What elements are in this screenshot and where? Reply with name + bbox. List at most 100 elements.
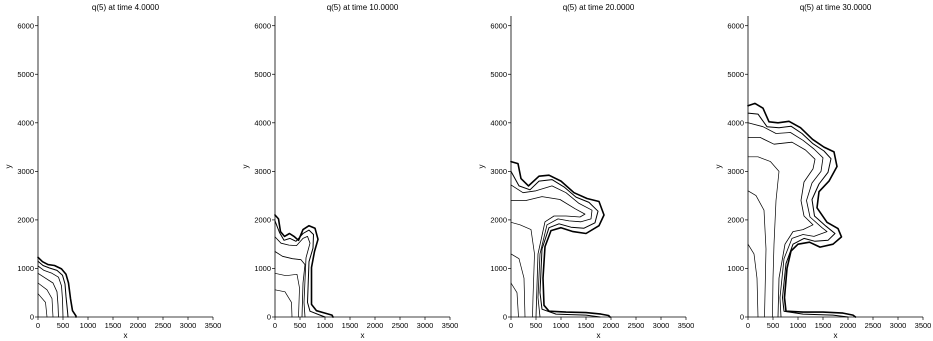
x-tick-label: 1000 (790, 321, 807, 330)
y-tick-label: 5000 (490, 70, 507, 79)
contour-line-inner2 (274, 251, 306, 318)
y-tick-label: 2000 (490, 216, 507, 225)
x-tick-label: 0 (36, 321, 40, 330)
contour-line-inner3 (274, 272, 300, 318)
panel-2: q(5) at time 10.0000 0 500 1000 1500 2000 2500… (241, 3, 458, 340)
x-tick-label: 0 (746, 321, 750, 330)
y-tick-label: 6000 (490, 21, 507, 30)
contour-line-mid (274, 220, 326, 318)
x-tick-label: 0 (273, 321, 277, 330)
x-tick-label: 1000 (553, 321, 570, 330)
x-tick-label: 2500 (865, 321, 882, 330)
contour-line-outer (510, 160, 611, 318)
x-tick-label: 3000 (417, 321, 434, 330)
y-tick-label: 6000 (254, 21, 271, 30)
contour-line-inner3 (747, 156, 780, 318)
x-tick-label: 3000 (180, 321, 197, 330)
contour-line-mid (747, 112, 849, 318)
contour-line-inner5 (747, 243, 759, 318)
x-tick-label: 500 (767, 321, 780, 330)
y-tick-label: 4000 (17, 118, 34, 127)
contour-line-inner5 (510, 282, 519, 318)
y-tick-label: 1000 (490, 264, 507, 273)
contour-line-inner2 (510, 196, 586, 318)
y-tick-label: 2000 (727, 216, 744, 225)
contour-line-inner3 (510, 221, 535, 318)
y-tick-label: 4000 (727, 118, 744, 127)
x-tick-label: 2500 (628, 321, 645, 330)
x-axis-label: x (361, 331, 365, 340)
x-tick-label: 1500 (105, 321, 122, 330)
x-tick-label: 2500 (155, 321, 172, 330)
x-tick-label: 2000 (840, 321, 857, 330)
panel-1: q(5) at time 4.0000 0 500 1000 1500 2000 2500 3… (4, 3, 221, 340)
contour-line-inner2 (37, 272, 59, 318)
x-tick-label: 2000 (367, 321, 384, 330)
x-tick-label: 1500 (342, 321, 359, 330)
contour-line-mid (37, 260, 69, 318)
x-axis-label: x (124, 331, 128, 340)
contour-line-outer (37, 256, 77, 318)
x-tick-label: 1000 (80, 321, 97, 330)
x-tick-label: 2500 (392, 321, 409, 330)
x-tick-label: 3000 (890, 321, 907, 330)
contour-line-inner (510, 184, 593, 318)
x-tick-label: 0 (509, 321, 513, 330)
x-tick-label: 1000 (317, 321, 334, 330)
y-axis-label: y (241, 165, 250, 169)
x-tick-label: 1500 (815, 321, 832, 330)
panel-4: q(5) at time 30.0000 0 500 1000 1500 2000 2500… (714, 3, 931, 340)
contour-line-mid (510, 170, 601, 318)
y-tick-label: 5000 (17, 70, 34, 79)
y-tick-label: 5000 (727, 70, 744, 79)
contour-line-inner4 (37, 293, 48, 318)
y-tick-label: 2000 (17, 216, 34, 225)
y-tick-label: 3000 (17, 167, 34, 176)
contour-line-inner (747, 122, 828, 318)
contour-line-inner4 (747, 190, 767, 318)
contour-line-outer (274, 214, 334, 318)
x-tick-label: 3000 (653, 321, 670, 330)
y-tick-label: 6000 (727, 21, 744, 30)
y-tick-label: 1000 (727, 264, 744, 273)
contour-line-inner4 (510, 253, 526, 318)
y-tick-label: 6000 (17, 21, 34, 30)
y-tick-label: 3000 (254, 167, 271, 176)
panel-3: q(5) at time 20.0000 0 500 1000 1500 2000 2500… (477, 3, 694, 340)
x-tick-label: 3500 (205, 321, 222, 330)
contour-line-inner2 (747, 137, 816, 318)
y-tick-label: 0 (503, 313, 507, 322)
contour-line-inner4 (274, 289, 293, 318)
panel-title: q(5) at time 20.0000 (563, 3, 635, 12)
y-axis-label: y (714, 165, 723, 169)
y-tick-label: 1000 (17, 264, 34, 273)
x-tick-label: 500 (530, 321, 543, 330)
x-axis-label: x (834, 331, 838, 340)
contour-line-inner (37, 265, 64, 318)
y-tick-label: 0 (30, 313, 34, 322)
y-tick-label: 2000 (254, 216, 271, 225)
x-tick-label: 3500 (915, 321, 932, 330)
x-tick-label: 500 (57, 321, 70, 330)
y-axis-label: y (4, 165, 13, 169)
x-tick-label: 2000 (603, 321, 620, 330)
y-tick-label: 4000 (490, 118, 507, 127)
y-tick-label: 3000 (490, 167, 507, 176)
y-tick-label: 1000 (254, 264, 271, 273)
panel-title: q(5) at time 30.0000 (800, 3, 872, 12)
x-tick-label: 3500 (678, 321, 695, 330)
y-tick-label: 4000 (254, 118, 271, 127)
x-axis-label: x (597, 331, 601, 340)
x-tick-label: 1500 (578, 321, 595, 330)
y-tick-label: 5000 (254, 70, 271, 79)
x-tick-label: 2000 (130, 321, 147, 330)
y-axis-label: y (477, 165, 486, 169)
x-tick-label: 3500 (442, 321, 459, 330)
panel-title: q(5) at time 10.0000 (327, 3, 399, 12)
y-tick-label: 0 (267, 313, 271, 322)
y-tick-label: 0 (740, 313, 744, 322)
y-tick-label: 3000 (727, 167, 744, 176)
contour-line-inner (274, 236, 311, 318)
contour-line-outer (747, 102, 857, 318)
